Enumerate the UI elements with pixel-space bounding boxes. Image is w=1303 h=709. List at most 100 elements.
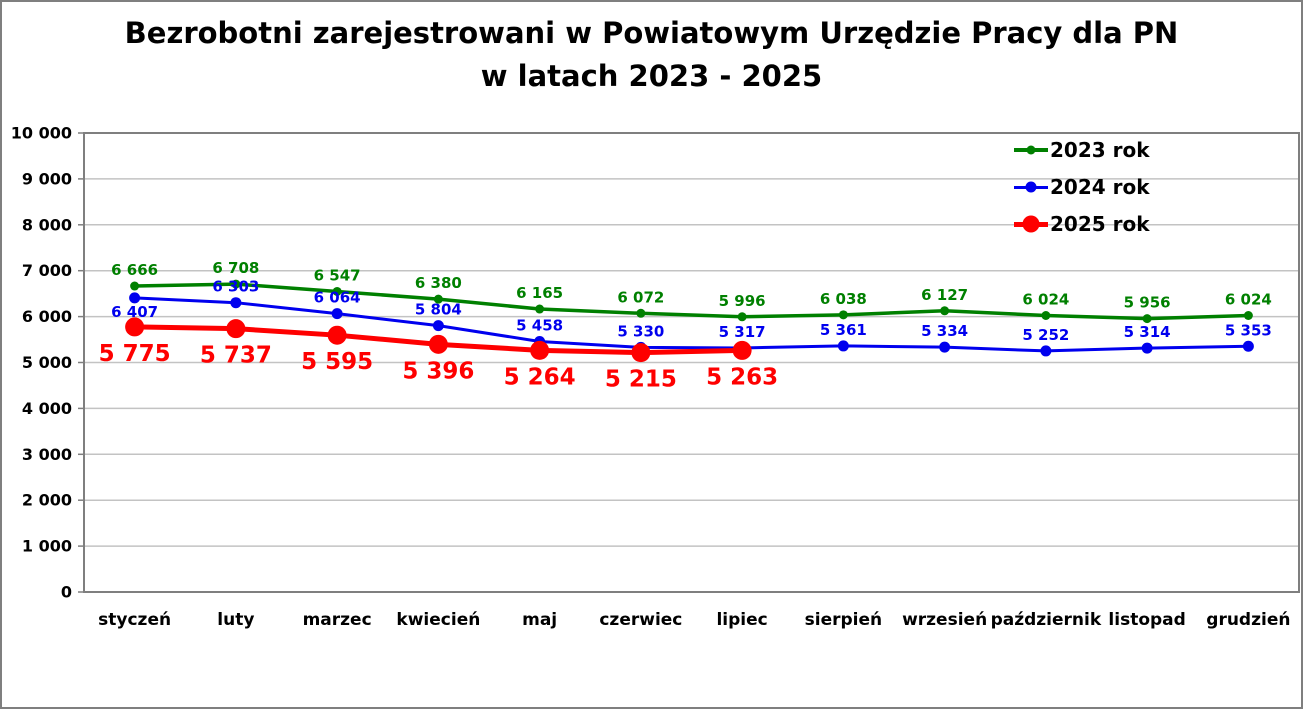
legend-dot-icon [1025,181,1037,193]
data-point-2023-rok [1142,314,1152,324]
data-point-2023-rok [130,281,140,291]
data-point-2023-rok [231,279,241,289]
y-axis-tick-label: 1 000 [22,537,72,556]
data-label-2023-rok: 5 956 [1124,294,1171,312]
data-point-2025-rok [327,325,347,345]
data-label-2024-rok: 6 303 [212,278,259,296]
data-point-2023-rok [1041,310,1051,320]
data-point-2024-rok [939,341,951,353]
x-category-label: wrzesień [902,610,987,630]
data-point-2023-rok [1243,310,1253,320]
legend-label: 2023 rok [1050,138,1150,162]
data-label-2024-rok: 6 064 [314,289,361,307]
y-axis-tick-label: 3 000 [22,445,72,464]
legend-marker-icon [1014,145,1048,155]
data-label-2025-rok: 5 737 [200,343,272,369]
data-label-2023-rok: 6 380 [415,274,462,292]
x-category-label: maj [522,610,557,630]
chart-title-line1: Bezrobotni zarejestrowani w Powiatowym U… [124,16,1179,50]
data-label-2024-rok: 5 361 [820,321,867,339]
data-point-2023-rok [332,286,342,296]
data-point-2024-rok [1040,345,1052,357]
legend-marker-icon [1014,215,1048,233]
data-point-2024-rok [230,297,242,309]
y-axis-tick-label: 8 000 [22,215,72,234]
y-axis-tick-label: 4 000 [22,399,72,418]
data-point-2024-rok [129,292,141,304]
data-point-2023-rok [535,304,545,314]
data-label-2023-rok: 6 038 [820,290,867,308]
data-label-2025-rok: 5 775 [99,341,171,367]
data-point-2025-rok [125,317,145,337]
data-point-2025-rok [226,319,246,339]
data-label-2025-rok: 5 595 [301,349,373,375]
series-line-2024-rok [133,296,1250,353]
x-category-label: luty [217,610,254,630]
x-category-label: czerwiec [599,610,682,630]
x-category-label: sierpień [805,610,883,630]
legend-label: 2024 rok [1050,175,1150,199]
data-label-2024-rok: 5 334 [921,322,968,340]
data-label-2024-rok: 5 804 [415,301,462,319]
data-label-2023-rok: 6 666 [111,261,158,279]
data-point-2025-rok [530,340,550,360]
data-point-2025-rok [631,343,651,363]
chart-title: Bezrobotni zarejestrowani w Powiatowym U… [2,12,1301,98]
data-point-2024-rok [331,308,343,320]
data-point-2024-rok [1141,342,1153,354]
data-label-2024-rok: 5 314 [1124,323,1171,341]
data-label-2024-rok: 5 330 [617,322,664,340]
data-label-2024-rok: 5 353 [1225,321,1272,339]
y-axis-tick-label: 6 000 [22,307,72,326]
data-label-2024-rok: 5 458 [516,316,563,334]
data-label-2023-rok: 6 547 [314,266,361,284]
x-category-label: kwiecień [396,610,480,630]
data-label-2023-rok: 6 127 [921,286,968,304]
x-category-label: listopad [1108,610,1185,630]
data-label-2024-rok: 6 407 [111,303,158,321]
y-axis-tick-label: 10 000 [11,124,72,143]
data-point-2024-rok [1242,340,1254,352]
legend-dot-icon [1026,145,1036,155]
data-label-2025-rok: 5 263 [706,364,778,390]
y-axis-tick-label: 9 000 [22,169,72,188]
y-axis-tick-label: 0 [61,583,72,602]
x-category-label: styczeń [98,610,171,630]
plot-area-border [83,132,1300,593]
legend-marker-icon [1014,181,1048,193]
x-category-label: marzec [303,610,372,630]
legend-label: 2025 rok [1050,212,1150,236]
data-label-2025-rok: 5 215 [605,367,677,393]
data-label-2025-rok: 5 264 [504,364,576,390]
y-axis-tick-label: 2 000 [22,491,72,510]
data-point-2023-rok [636,308,646,318]
data-point-2023-rok [838,310,848,320]
data-label-2023-rok: 6 024 [1022,290,1069,308]
data-point-2023-rok [940,306,950,316]
data-point-2023-rok [737,312,747,322]
chart-title-line2: w latach 2023 - 2025 [480,59,823,93]
data-label-2023-rok: 6 072 [617,288,664,306]
legend-item-2025-rok: 2025 rok [1014,212,1150,236]
legend-dot-icon [1022,215,1040,233]
y-axis-tick-label: 7 000 [22,261,72,280]
x-category-label: lipiec [716,610,767,630]
legend-item-2023-rok: 2023 rok [1014,138,1150,162]
x-category-label: październik [991,610,1102,630]
data-label-2025-rok: 5 396 [402,358,474,384]
data-point-2025-rok [428,334,448,354]
data-label-2023-rok: 6 165 [516,284,563,302]
legend-item-2024-rok: 2024 rok [1014,175,1150,199]
data-point-2024-rok [837,340,849,352]
data-label-2024-rok: 5 252 [1022,326,1069,344]
data-point-2024-rok [432,320,444,332]
data-label-2023-rok: 5 996 [719,292,766,310]
data-label-2024-rok: 5 317 [719,323,766,341]
data-point-2023-rok [433,294,443,304]
series-line-2023-rok [132,282,1251,321]
data-label-2023-rok: 6 024 [1225,290,1272,308]
y-axis-tick-label: 5 000 [22,353,72,372]
data-point-2025-rok [732,340,752,360]
